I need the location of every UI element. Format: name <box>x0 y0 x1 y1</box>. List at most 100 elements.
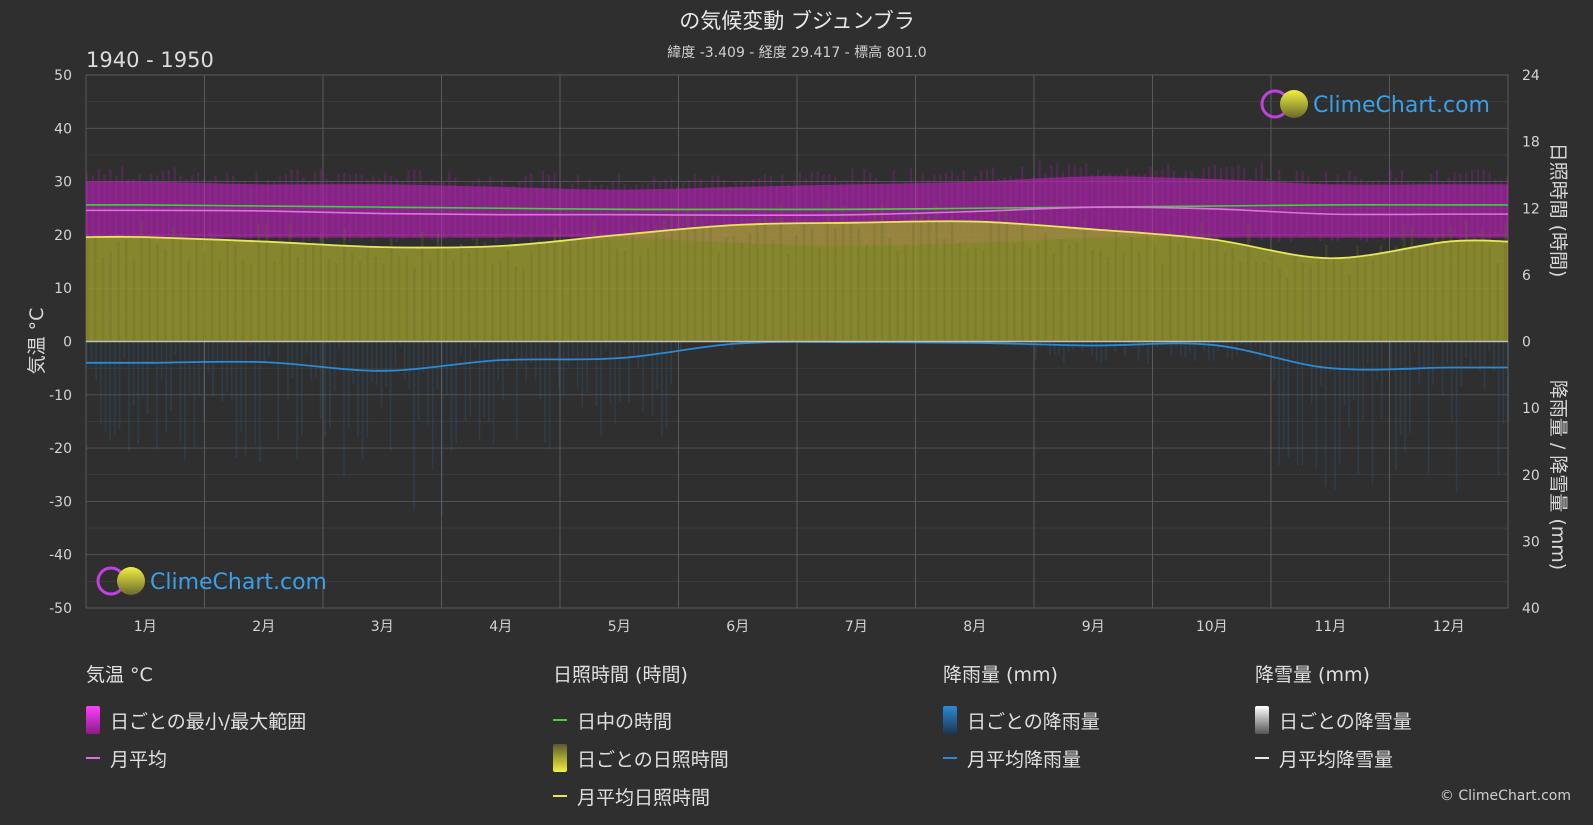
daily-rain-bar <box>614 341 616 425</box>
daily-rain-bar <box>539 341 542 399</box>
daily-rain-bar <box>301 341 303 436</box>
daily-rain-bar <box>1208 341 1210 360</box>
daily-sunshine-bar <box>849 220 853 342</box>
daily-rain-bar <box>1479 341 1481 372</box>
daily-sunshine-bar <box>795 235 798 342</box>
daily-sunshine-bar <box>1036 243 1040 342</box>
daily-rain-bar <box>637 341 640 368</box>
temp-avg-line <box>85 206 1508 216</box>
daily-sunshine-bar <box>1091 250 1094 342</box>
daily-rain-bar <box>506 341 509 367</box>
left-axis-label: 気温 °C <box>26 308 48 375</box>
daily-rain-bar <box>417 341 420 420</box>
daily-sunshine-bar <box>1153 245 1157 342</box>
daily-sunshine-bar <box>1130 237 1133 342</box>
daily-rain-bar <box>1404 341 1406 452</box>
daily-rain-bar <box>618 341 621 402</box>
daily-sunshine-bar <box>1254 261 1258 342</box>
daily-rain-bar <box>142 341 144 396</box>
left-tick-label: 40 <box>54 121 72 137</box>
daily-sunshine-bar <box>1161 264 1164 342</box>
daily-rain-bar <box>1497 341 1500 475</box>
daily-sunshine-bar <box>631 225 635 342</box>
daily-rain-bar <box>502 341 504 400</box>
month-tick-label: 8月 <box>963 619 986 635</box>
daily-rain-bar <box>109 341 111 441</box>
daily-sunshine-bar <box>1379 245 1383 342</box>
daily-rain-bar <box>1357 341 1360 475</box>
legend-label: 月平均 <box>110 748 168 771</box>
daily-rain-bar <box>128 341 130 452</box>
daily-sunshine-bar <box>678 217 681 342</box>
month-tick-label: 5月 <box>608 619 631 635</box>
daily-sunshine-bar <box>732 235 736 342</box>
daily-rain-bar <box>95 341 97 380</box>
right-top-tick-label: 18 <box>1522 135 1540 151</box>
daily-sunshine-bar <box>1013 243 1016 342</box>
legend-rain: 降雨量 (mm) 日ごとの降雨量 月平均降雨量 <box>943 660 1100 777</box>
daily-rain-bar <box>511 341 514 353</box>
month-tick-label: 1月 <box>134 619 157 635</box>
daily-rain-bar <box>1282 341 1285 448</box>
left-tick-label: 30 <box>54 175 72 191</box>
daily-sunshine-bar <box>1449 225 1453 342</box>
daily-rain-bar <box>1100 341 1103 364</box>
daily-sunshine-bar <box>779 203 783 342</box>
daily-sunshine-bar <box>93 236 97 342</box>
daily-sunshine-bar <box>1052 254 1055 342</box>
rain-avg-swatch <box>943 757 957 759</box>
daily-rain-bar <box>193 341 196 447</box>
daily-rain-bar <box>123 341 126 359</box>
left-tick-label: 10 <box>54 281 72 297</box>
legend-temperature: 気温 °C 日ごとの最小/最大範囲 月平均 <box>86 660 306 777</box>
daily-rain-bar <box>291 341 294 378</box>
daily-rain-bar <box>1320 341 1322 386</box>
daily-rain-bar <box>1488 341 1491 351</box>
watermark-text-bottom: ClimeChart.com <box>150 570 327 595</box>
daily-rain-bar <box>516 341 518 440</box>
daily-sunshine-bar <box>1402 223 1406 342</box>
month-tick-label: 3月 <box>371 619 394 635</box>
daily-rain-bar <box>1390 341 1392 368</box>
daily-sunshine-bar <box>966 249 970 342</box>
daily-sunshine-bar <box>545 242 549 342</box>
daily-sunshine-bar <box>1137 251 1141 342</box>
right-top-axis-label: 日照時間 (時間) <box>1547 143 1569 278</box>
temp-avg-swatch <box>86 757 100 759</box>
daily-rain-bar <box>576 341 579 390</box>
daily-rain-bar <box>207 341 210 374</box>
left-tick-label: -20 <box>49 441 72 457</box>
daily-rain-bar <box>450 341 453 452</box>
daily-sunshine-bar <box>397 255 401 342</box>
daily-sunshine-bar <box>826 199 829 342</box>
daily-rain-bar <box>1077 341 1079 344</box>
daily-rain-bar <box>361 341 364 461</box>
daily-rain-bar <box>305 341 308 354</box>
daily-sunshine-bar <box>865 245 868 342</box>
daily-sunshine-bar <box>662 220 666 342</box>
daily-sunshine-bar <box>639 255 642 342</box>
daily-sunshine-bar <box>101 257 105 342</box>
daily-rain-bar <box>1212 341 1215 362</box>
daily-sunshine-bar <box>740 242 744 342</box>
daily-sunshine-bar <box>841 205 845 342</box>
daily-rain-bar <box>282 341 284 345</box>
month-tick-label: 11月 <box>1314 619 1346 635</box>
daily-rain-bar <box>478 341 481 441</box>
daily-sunshine-bar <box>1122 253 1125 342</box>
daily-rain-bar <box>665 341 668 430</box>
daily-sunshine-bar <box>576 237 580 342</box>
daily-snow-swatch <box>1255 706 1269 734</box>
daily-sunshine-bar <box>647 248 650 342</box>
daily-rain-bar <box>441 341 443 516</box>
daily-sunshine-bar <box>810 228 814 342</box>
daily-rain-bar <box>1296 341 1299 466</box>
daily-sunshine-bar <box>701 220 705 342</box>
daily-sunshine-bar <box>491 264 494 342</box>
daily-rain-bar <box>647 341 649 354</box>
daily-sunshine-bar <box>553 228 557 342</box>
month-tick-label: 12月 <box>1433 619 1465 635</box>
daily-sunshine-bar <box>109 251 112 342</box>
daily-sunshine-bar <box>1005 206 1009 342</box>
daily-sunshine-bar <box>654 224 658 342</box>
